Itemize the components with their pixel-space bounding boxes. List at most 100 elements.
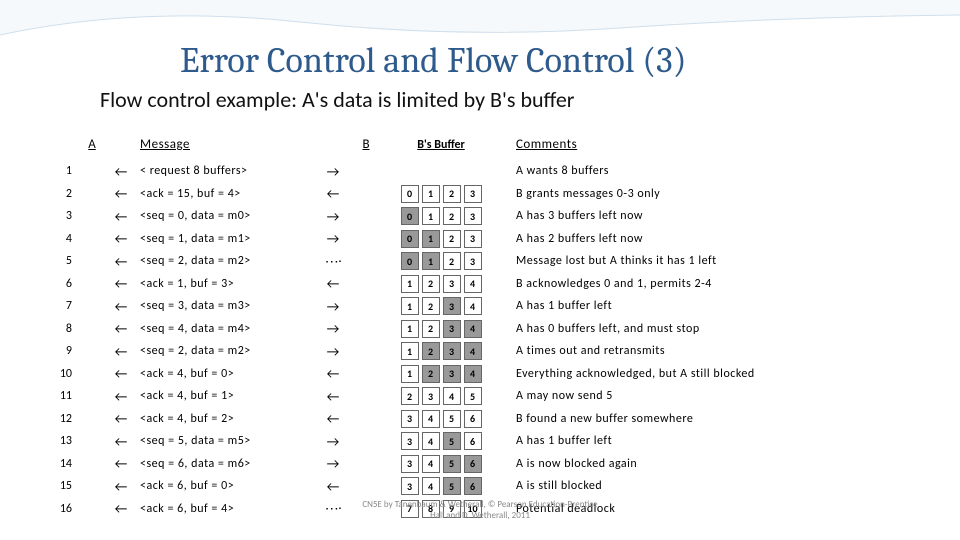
buffer-cell: 4 [422,455,440,473]
message-text: <ack = 15, buf = 4> [136,187,310,201]
table-row: 7<seq = 3, data = m3>1234A has 1 buffer … [40,295,920,318]
buffer-cell: 5 [443,410,461,428]
footer-line2: Hall and D. Wetherall, 2011 [430,510,530,521]
table-row: 1< request 8 buffers>A wants 8 buffers [40,160,920,183]
arrow-left-icon [106,320,136,337]
arrow-left-icon [106,478,136,495]
arrow-left-icon [310,185,356,202]
buffer-cell: 4 [464,365,482,383]
row-number: 1 [40,164,78,178]
message-text: <seq = 3, data = m3> [136,299,310,313]
buffer-cell: 2 [443,252,461,270]
buffer-cell: 2 [443,185,461,203]
buffer-cell: 4 [422,410,440,428]
buffer-cell: 3 [401,410,419,428]
arrow-left-icon [106,230,136,247]
message-text: <seq = 2, data = m2> [136,254,310,268]
buffer-cell: 4 [464,320,482,338]
comment-text: B grants messages 0-3 only [506,187,920,201]
comment-text: A times out and retransmits [506,344,920,358]
message-text: <seq = 1, data = m1> [136,232,310,246]
arrow-right-icon [310,320,356,337]
buffer-cells: 2345 [376,387,506,405]
arrow-right-icon [310,163,356,180]
table-row: 10<ack = 4, buf = 0>1234Everything ackno… [40,363,920,386]
arrow-right-icon [310,343,356,360]
buffer-cells: 1234 [376,297,506,315]
arrow-left-icon [106,410,136,427]
message-text: <ack = 1, buf = 3> [136,277,310,291]
buffer-cell: 3 [443,342,461,360]
row-number: 4 [40,232,78,246]
buffer-cell: 4 [443,387,461,405]
buffer-cell: 3 [443,275,461,293]
arrow-left-icon [106,433,136,450]
message-text: <seq = 0, data = m0> [136,209,310,223]
buffer-cell: 2 [422,320,440,338]
buffer-cell: 2 [443,207,461,225]
message-text: <ack = 4, buf = 0> [136,367,310,381]
arrow-left-icon [310,410,356,427]
row-number: 11 [40,389,78,403]
buffer-cell: 1 [401,365,419,383]
buffer-cell: 0 [401,207,419,225]
buffer-cell: 3 [401,455,419,473]
arrow-left-icon [106,298,136,315]
message-text: <seq = 2, data = m2> [136,344,310,358]
message-text: <seq = 5, data = m5> [136,434,310,448]
table-row: 6<ack = 1, buf = 3>1234B acknowledges 0 … [40,273,920,296]
row-number: 13 [40,434,78,448]
footer-line1: CN5E by Tanenbaum & Wetherall, © Pearson… [362,499,597,510]
footer-citation: CN5E by Tanenbaum & Wetherall, © Pearson… [0,500,960,522]
arrow-left-icon [310,388,356,405]
buffer-cells: 3456 [376,477,506,495]
table-row: 3<seq = 0, data = m0>0123A has 3 buffers… [40,205,920,228]
arrow-left-icon [106,275,136,292]
buffer-cell: 4 [464,275,482,293]
buffer-cell: 2 [401,387,419,405]
arrow-right-icon [310,433,356,450]
buffer-cell: 2 [422,342,440,360]
buffer-cell: 3 [422,387,440,405]
table-row: 8<seq = 4, data = m4>1234A has 0 buffers… [40,318,920,341]
arrow-left-icon [310,365,356,382]
arrow-left-icon [106,253,136,270]
buffer-cell: 1 [422,185,440,203]
buffer-cell: 3 [443,365,461,383]
table-row: 2<ack = 15, buf = 4>0123B grants message… [40,183,920,206]
buffer-cell: 1 [422,230,440,248]
row-number: 3 [40,209,78,223]
buffer-cells: 1234 [376,342,506,360]
buffer-cells: 1234 [376,365,506,383]
message-text: <ack = 4, buf = 1> [136,389,310,403]
buffer-cells: 3456 [376,455,506,473]
arrow-left-icon [106,208,136,225]
message-text: <seq = 6, data = m6> [136,457,310,471]
comment-text: A has 0 buffers left, and must stop [506,322,920,336]
comment-text: Message lost but A thinks it has 1 left [506,254,920,268]
table-row: 11<ack = 4, buf = 1>2345A may now send 5 [40,385,920,408]
comment-text: A wants 8 buffers [506,164,920,178]
buffer-cell: 6 [464,455,482,473]
flow-table: A Message B B's Buffer Comments 1< reque… [40,128,920,520]
buffer-cell: 3 [443,297,461,315]
buffer-cell: 3 [464,185,482,203]
comment-text: B acknowledges 0 and 1, permits 2-4 [506,277,920,291]
arrow-right-icon [310,230,356,247]
buffer-cell: 4 [422,477,440,495]
arrow-left-icon [106,185,136,202]
hdr-comm: Comments [506,137,920,152]
row-number: 5 [40,254,78,268]
row-number: 2 [40,187,78,201]
buffer-cell: 4 [464,297,482,315]
message-text: <seq = 4, data = m4> [136,322,310,336]
buffer-cell: 5 [443,455,461,473]
buffer-cell: 1 [422,252,440,270]
buffer-cell: 1 [422,207,440,225]
buffer-cell: 5 [443,477,461,495]
row-number: 8 [40,322,78,336]
buffer-cell: 2 [422,275,440,293]
arrow-left-icon [106,455,136,472]
arrow-left-icon [310,478,356,495]
arrow-right-icon [310,455,356,472]
